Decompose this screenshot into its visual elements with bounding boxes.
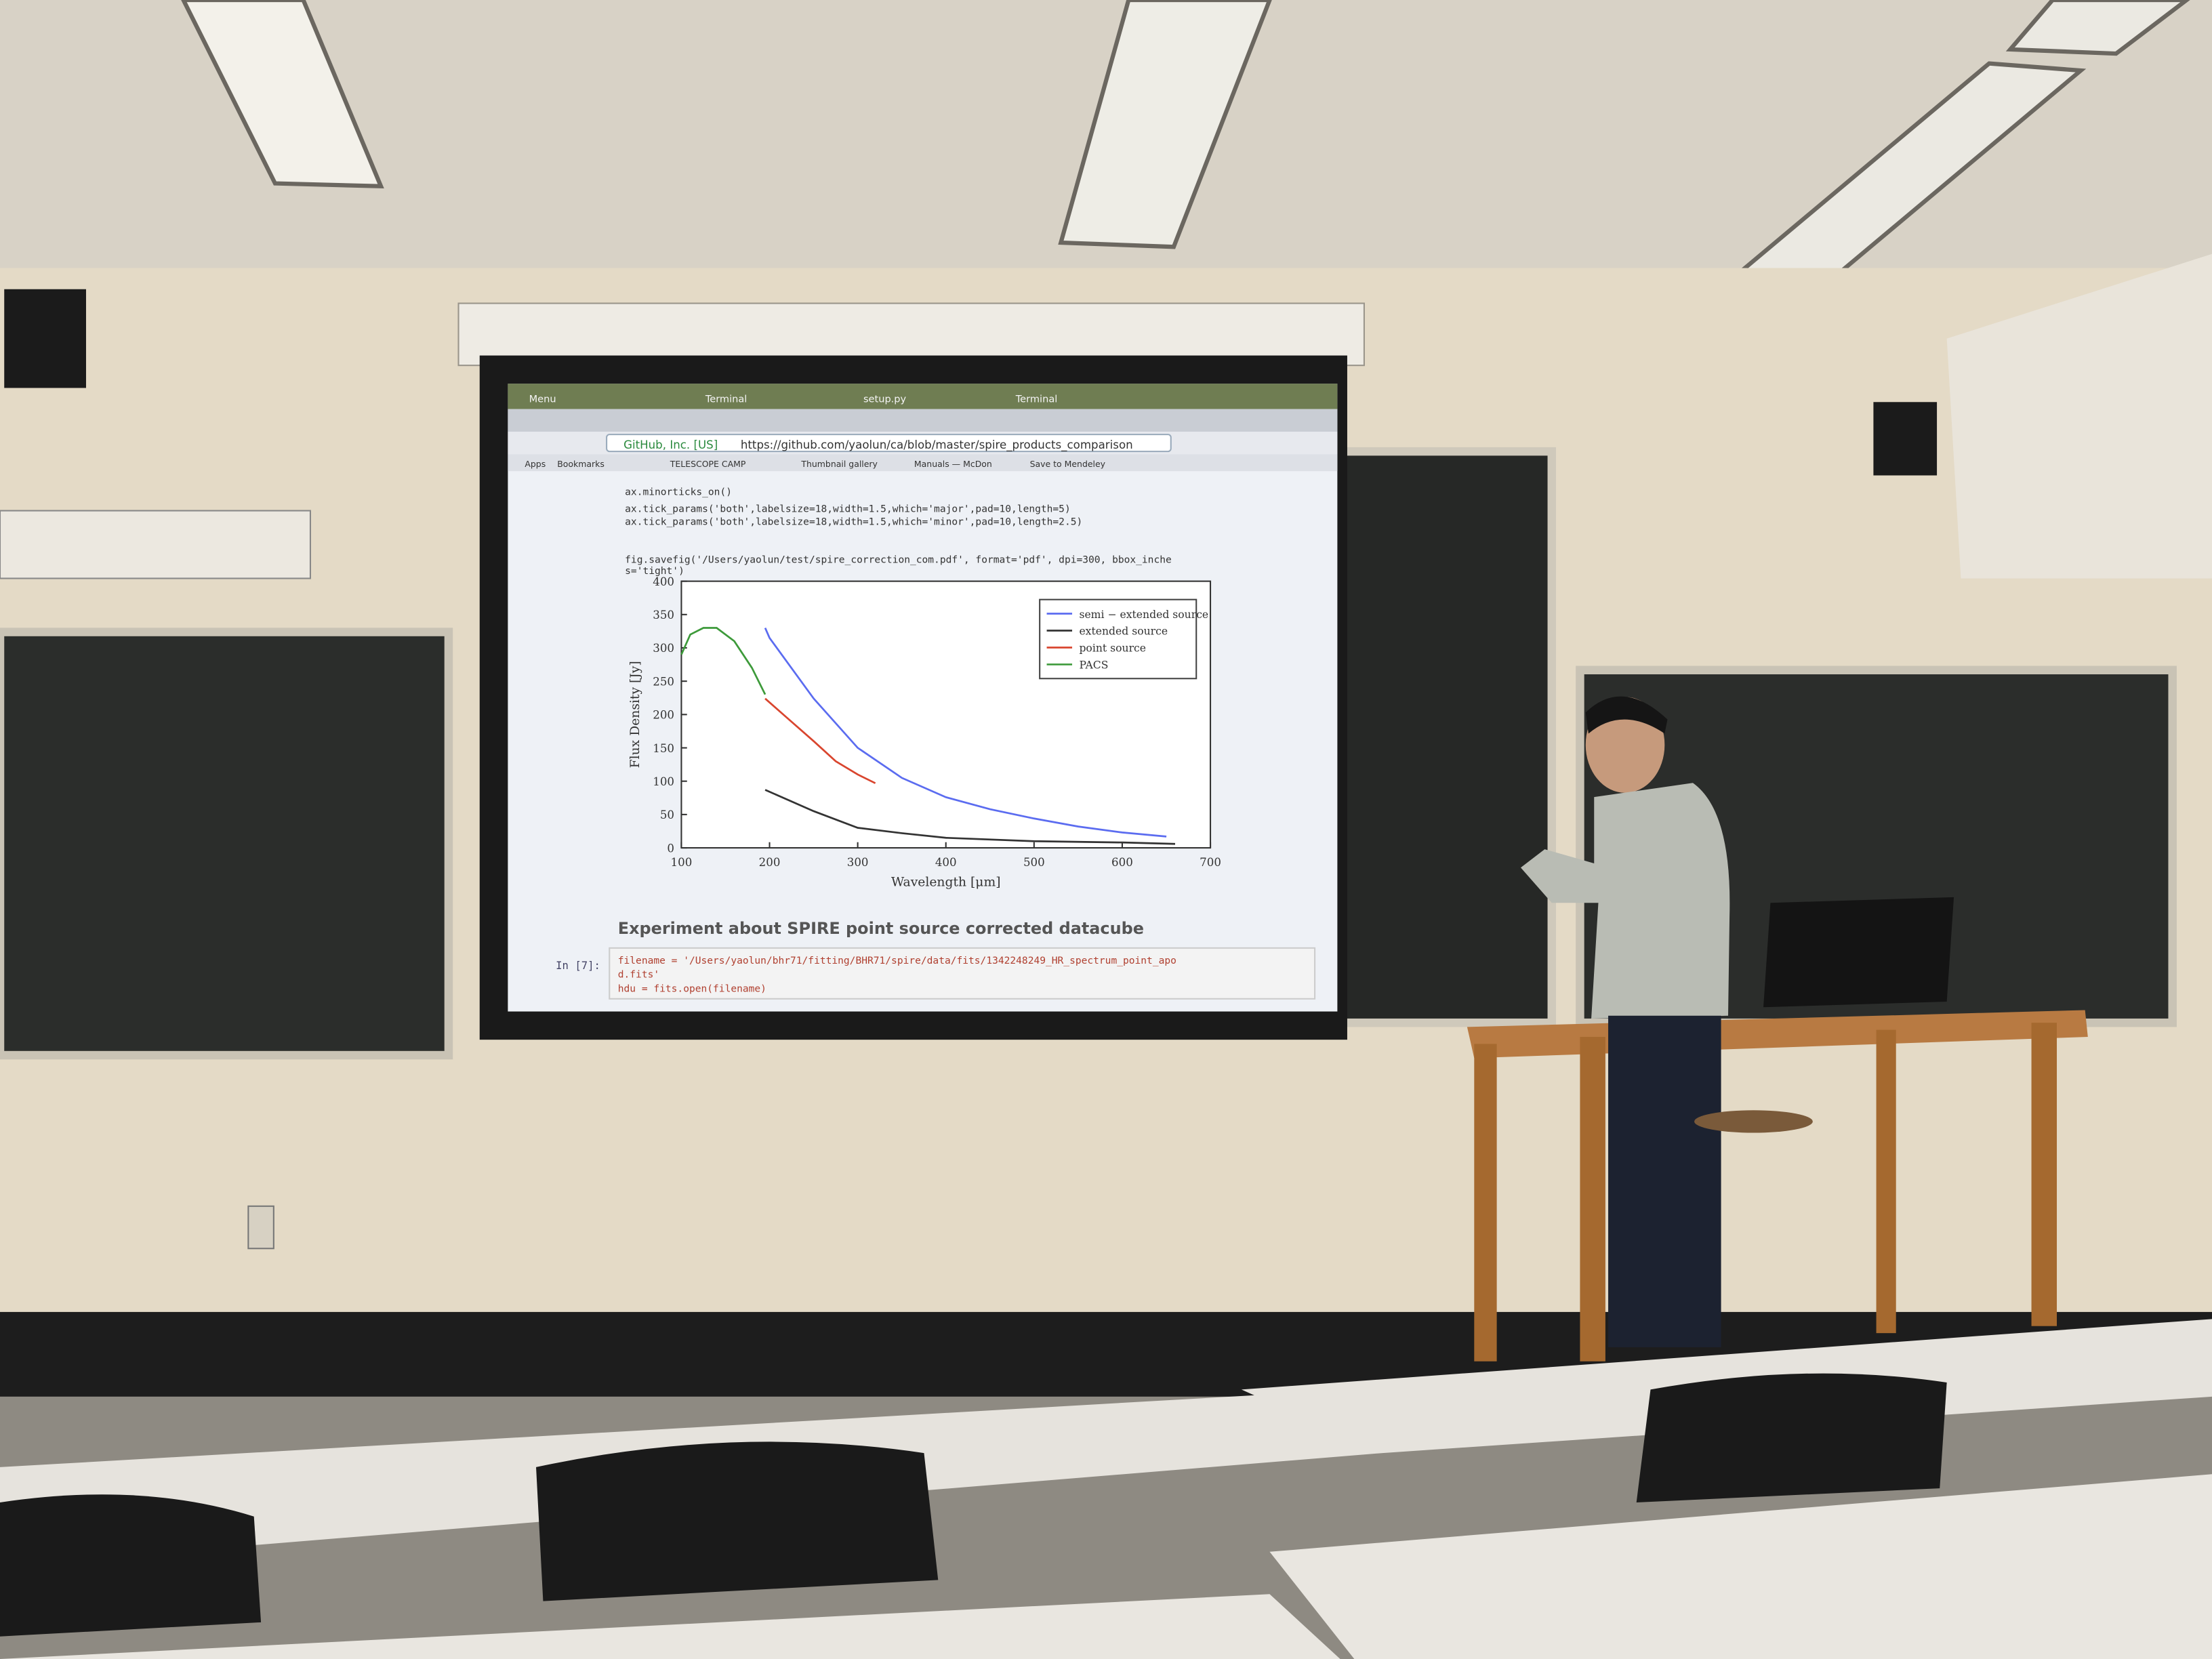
section-heading: Experiment about SPIRE point source corr… xyxy=(618,919,1144,938)
tab[interactable]: Terminal xyxy=(1015,393,1058,405)
table-leg xyxy=(2031,1023,2057,1326)
legend-label: extended source xyxy=(1079,626,1168,638)
desk xyxy=(0,1594,1340,1659)
y-tick-label: 50 xyxy=(660,808,674,821)
code-line: filename = '/Users/yaolun/bhr71/fitting/… xyxy=(618,955,1176,966)
y-tick-label: 100 xyxy=(653,775,674,788)
bookmark[interactable]: Apps xyxy=(525,459,546,469)
outlet xyxy=(247,1205,274,1250)
rolled-screen xyxy=(0,510,311,579)
series-line xyxy=(764,697,876,784)
bookmark[interactable]: TELESCOPE CAMP xyxy=(670,459,746,469)
chalkboard xyxy=(0,628,453,1060)
bookmark[interactable]: Manuals — McDon xyxy=(914,459,992,469)
stool xyxy=(1694,1110,1813,1133)
series-line xyxy=(764,627,1167,838)
code-line: ax.tick_params('both',labelsize=18,width… xyxy=(625,516,1082,527)
table-leg xyxy=(1876,1029,1896,1334)
series-line xyxy=(764,789,1176,845)
screen-housing xyxy=(457,302,1365,367)
url[interactable]: https://github.com/yaolun/ca/blob/master… xyxy=(741,438,1133,452)
x-tick-label: 300 xyxy=(847,856,869,869)
ceiling-light xyxy=(181,0,384,189)
bookmark[interactable]: Bookmarks xyxy=(557,459,605,469)
legend-label: PACS xyxy=(1079,659,1108,672)
code-line: hdu = fits.open(filename) xyxy=(618,983,766,994)
chair xyxy=(1636,1373,1947,1502)
x-tick-label: 100 xyxy=(671,856,693,869)
code-line: ax.tick_params('both',labelsize=18,width… xyxy=(625,504,1071,515)
soffit xyxy=(1946,253,2212,579)
cell-prompt: In [7]: xyxy=(556,960,600,972)
y-tick-label: 250 xyxy=(653,675,674,688)
bookmark-bar xyxy=(508,454,1338,472)
table-leg xyxy=(1474,1044,1497,1361)
y-tick-label: 150 xyxy=(653,742,674,755)
legend-label: point source xyxy=(1079,642,1146,655)
bookmark[interactable]: Thumbnail gallery xyxy=(800,459,878,469)
legend-box xyxy=(1039,598,1197,680)
ceiling-light xyxy=(2005,0,2190,56)
y-tick-label: 0 xyxy=(667,842,674,855)
code-line: s='tight') xyxy=(625,565,684,577)
presenter-pants xyxy=(1608,1015,1721,1347)
legend-label: semi − extended source xyxy=(1079,609,1208,621)
code-line: fig.savefig('/Users/yaolun/test/spire_co… xyxy=(625,554,1172,566)
x-axis-label: Wavelength [μm] xyxy=(891,875,1001,889)
tab[interactable]: Menu xyxy=(529,393,556,405)
chair xyxy=(536,1441,939,1601)
laptop xyxy=(1763,897,1954,1008)
os-taskbar xyxy=(508,384,1338,409)
x-tick-label: 500 xyxy=(1023,856,1045,869)
site-identity: GitHub, Inc. [US] xyxy=(623,438,718,451)
x-tick-label: 400 xyxy=(935,856,957,869)
presenter-hair xyxy=(1585,696,1668,734)
y-tick-label: 200 xyxy=(653,709,674,722)
y-tick-label: 400 xyxy=(653,575,674,588)
chair xyxy=(0,1494,262,1637)
desk xyxy=(1269,1474,2212,1659)
ceiling-light xyxy=(1058,0,1272,249)
presenter-shirt xyxy=(1521,783,1730,1019)
x-tick-label: 200 xyxy=(759,856,781,869)
chalkboard xyxy=(1322,447,1557,1027)
tab[interactable]: setup.py xyxy=(863,393,907,405)
y-tick-label: 300 xyxy=(653,642,674,655)
speaker xyxy=(1873,402,1938,476)
x-tick-label: 600 xyxy=(1111,856,1133,869)
code-cell xyxy=(609,947,1316,1000)
tab-strip xyxy=(508,409,1338,432)
series-line xyxy=(680,627,766,695)
y-tick-label: 350 xyxy=(653,609,674,621)
url-bar[interactable] xyxy=(606,434,1172,453)
code-line: d.fits' xyxy=(618,969,659,981)
x-tick-label: 700 xyxy=(1200,856,1221,869)
speaker xyxy=(4,289,86,388)
bookmark[interactable]: Save to Mendeley xyxy=(1030,459,1105,469)
y-axis-label: Flux Density [Jy] xyxy=(628,661,642,768)
table-leg xyxy=(1580,1037,1605,1361)
tab[interactable]: Terminal xyxy=(705,393,747,405)
code-line: ax.minorticks_on() xyxy=(625,487,732,498)
